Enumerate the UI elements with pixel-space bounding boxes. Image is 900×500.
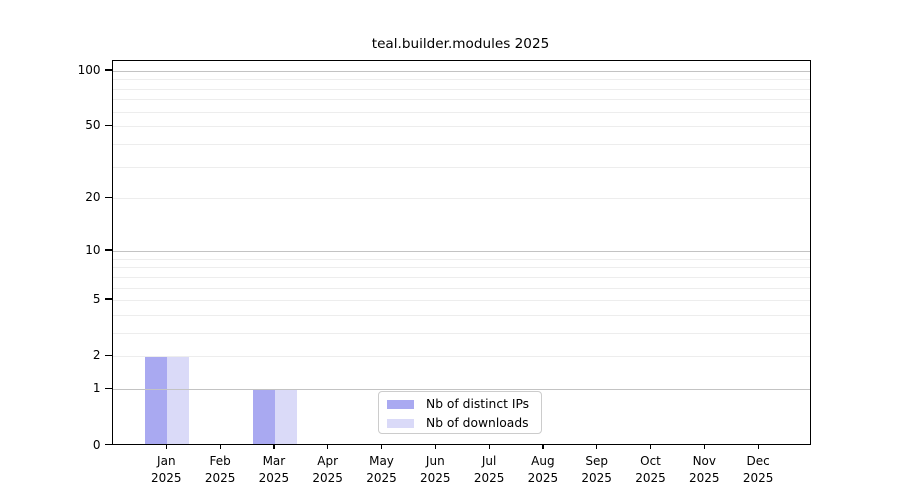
x-label-year: 2025 <box>366 471 397 485</box>
legend-swatch-downloads <box>387 418 414 428</box>
x-label-month: Oct <box>640 453 661 468</box>
major-gridline <box>113 70 810 72</box>
major-gridline <box>113 250 810 252</box>
y-axis-tick-label: 50 <box>85 118 101 133</box>
x-label-year: 2025 <box>204 471 236 485</box>
legend: Nb of distinct IPs Nb of downloads <box>378 391 542 434</box>
minor-gridline <box>113 79 810 81</box>
x-label-month: Sep <box>585 453 608 468</box>
legend-label-downloads: Nb of downloads <box>426 416 529 430</box>
x-label-month: Jul <box>481 453 497 468</box>
y-axis-tick-label: 2 <box>92 348 101 363</box>
x-label-year: 2025 <box>420 471 451 485</box>
y-axis-tick-label: 10 <box>85 242 101 257</box>
minor-gridline <box>113 258 810 260</box>
x-label-year: 2025 <box>581 471 612 485</box>
x-axis-tick-label: Feb 2025 <box>188 453 252 488</box>
y-axis-tick <box>104 249 112 251</box>
y-axis-tick-label: 0 <box>92 437 101 452</box>
minor-gridline <box>113 267 810 269</box>
x-label-month: Aug <box>531 453 555 468</box>
minor-gridline <box>113 198 810 200</box>
x-label-month: May <box>369 453 394 468</box>
minor-gridline <box>113 300 810 302</box>
minor-gridline <box>113 356 810 358</box>
bar-mar-distinct-ips <box>252 388 275 444</box>
plot-area <box>112 60 811 445</box>
legend-label-distinct-ips: Nb of distinct IPs <box>426 397 530 411</box>
x-label-month: Dec <box>746 453 770 468</box>
y-axis-tick <box>104 196 112 199</box>
y-axis-tick <box>104 124 112 127</box>
chart-title: teal.builder.modules 2025 <box>371 36 550 52</box>
x-axis-tick-label: May 2025 <box>350 453 414 488</box>
x-label-year: 2025 <box>473 471 505 485</box>
bar-jan-distinct-ips <box>145 355 168 444</box>
x-axis-tick-label: Nov 2025 <box>672 453 736 488</box>
x-label-year: 2025 <box>635 471 666 485</box>
x-axis-tick-label: Apr 2025 <box>296 453 360 488</box>
x-label-month: Feb <box>209 453 231 468</box>
minor-gridline <box>113 88 810 90</box>
major-gridline <box>113 389 810 391</box>
x-label-month: Jan <box>157 453 176 468</box>
x-axis-tick-label: Sep 2025 <box>565 453 629 488</box>
x-axis-tick-label: Oct 2025 <box>619 453 683 488</box>
x-axis-tick-label: Aug 2025 <box>511 453 575 488</box>
x-axis-tick-label: Jan 2025 <box>134 453 198 488</box>
x-axis-tick <box>596 443 598 449</box>
y-axis-tick <box>104 443 112 446</box>
bars-layer <box>113 61 810 444</box>
x-label-year: 2025 <box>312 471 343 485</box>
x-axis-tick-label: Jul 2025 <box>457 453 521 488</box>
x-label-year: 2025 <box>527 471 559 485</box>
bar-mar-downloads <box>274 388 297 444</box>
x-label-year: 2025 <box>258 471 290 485</box>
legend-swatch-distinct-ips <box>387 399 414 409</box>
x-label-month: Jun <box>425 453 445 468</box>
x-axis-tick <box>327 443 329 449</box>
x-axis-tick <box>649 443 652 449</box>
y-axis-tick <box>104 69 112 71</box>
x-axis-tick-label: Mar 2025 <box>242 453 306 488</box>
x-axis-tick <box>703 443 705 449</box>
minor-gridline <box>113 166 810 168</box>
x-axis-tick <box>488 443 490 449</box>
y-axis-tick <box>104 387 112 389</box>
y-axis-tick-label: 5 <box>92 292 101 307</box>
minor-gridline <box>113 314 810 316</box>
legend-item-distinct-ips: Nb of distinct IPs <box>387 395 533 414</box>
x-label-year: 2025 <box>689 471 720 485</box>
y-axis-tick-label: 100 <box>77 62 101 77</box>
x-axis-tick <box>219 443 221 449</box>
x-axis-tick <box>165 443 167 449</box>
grid-layer <box>113 61 810 444</box>
minor-gridline <box>113 276 810 278</box>
x-axis-tick <box>434 443 436 449</box>
y-axis-tick-label: 20 <box>85 190 101 205</box>
minor-gridline <box>113 287 810 289</box>
x-axis-tick <box>380 443 383 449</box>
legend-item-downloads: Nb of downloads <box>387 414 533 433</box>
y-axis-tick <box>104 298 112 300</box>
x-axis-tick-label: Jun 2025 <box>403 453 467 488</box>
bar-jan-downloads <box>167 355 190 444</box>
minor-gridline <box>113 111 810 113</box>
x-axis-tick <box>273 443 275 449</box>
x-label-year: 2025 <box>742 471 774 485</box>
x-axis-tick <box>542 443 544 449</box>
minor-gridline <box>113 99 810 101</box>
x-label-month: Mar <box>262 453 286 468</box>
minor-gridline <box>113 144 810 146</box>
x-axis-tick-label: Dec 2025 <box>726 453 790 488</box>
y-axis-tick <box>104 354 112 357</box>
x-label-month: Nov <box>692 453 716 468</box>
minor-gridline <box>113 126 810 128</box>
minor-gridline <box>113 332 810 334</box>
x-label-year: 2025 <box>151 471 182 485</box>
y-axis-tick-label: 1 <box>92 381 101 396</box>
x-label-month: Apr <box>317 453 339 468</box>
x-axis-tick <box>757 443 759 449</box>
